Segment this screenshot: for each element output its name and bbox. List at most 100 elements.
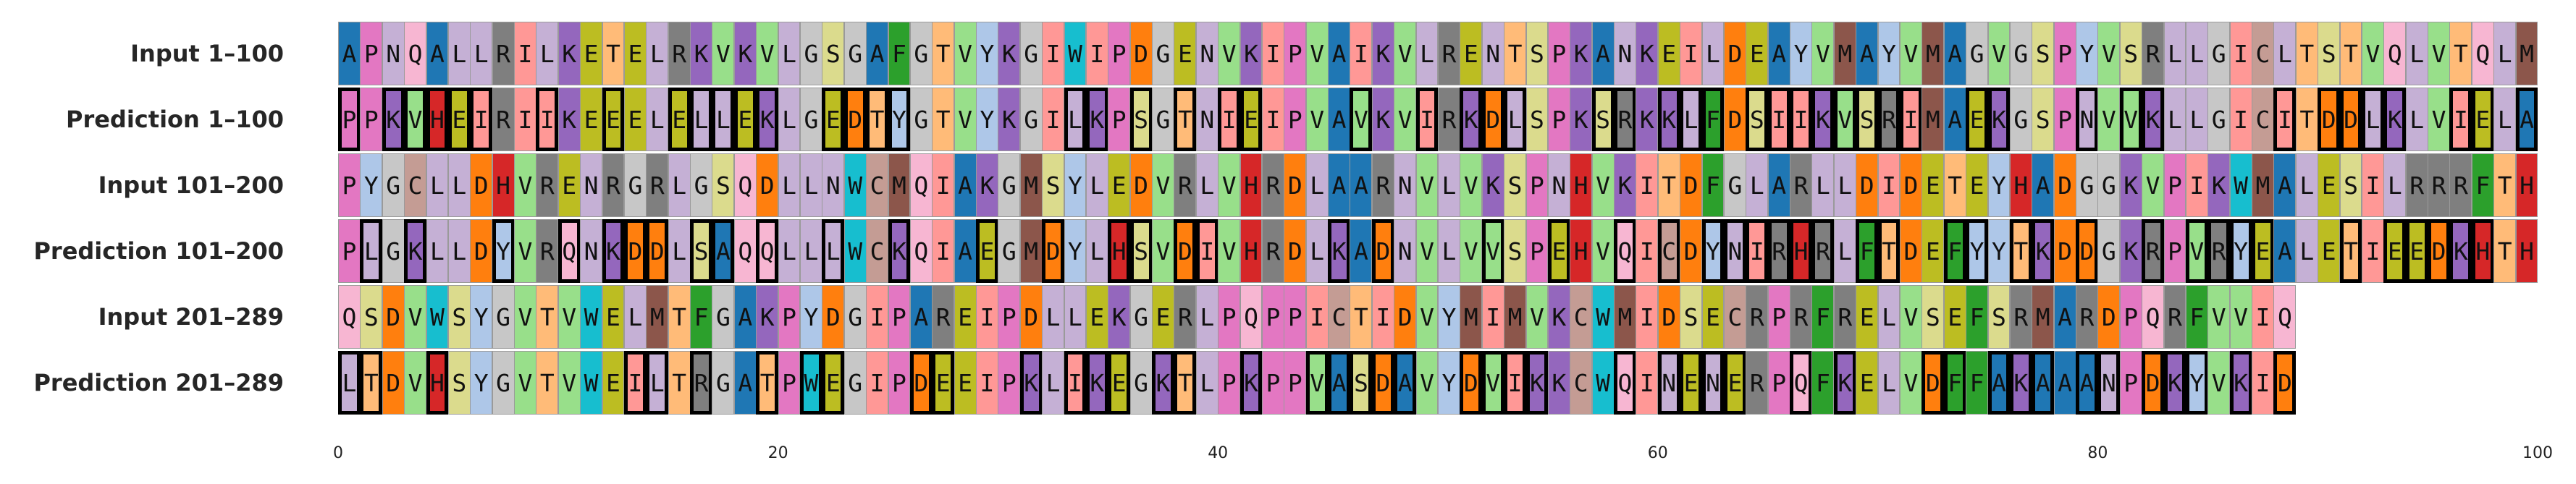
residue-cell: L <box>1811 153 1835 217</box>
residue-cell: S <box>1856 88 1879 151</box>
residue-cell: K <box>2383 88 2407 151</box>
residue-cell: C <box>2252 88 2274 151</box>
row-label-prediction-101-200: Prediction 101–200 <box>33 237 284 265</box>
residue-cell: V <box>954 88 977 151</box>
residue-cell: E <box>954 351 977 415</box>
residue-cell: Q <box>909 153 933 217</box>
residue-cell: K <box>1547 351 1570 415</box>
residue-cell: E <box>2471 88 2494 151</box>
residue-cell: L <box>470 22 493 85</box>
residue-cell: R <box>1767 219 1790 283</box>
residue-cell: V <box>1899 285 1922 349</box>
residue-cell: D <box>1899 219 1922 283</box>
residue-cell: D <box>470 153 493 217</box>
residue-cell: S <box>360 285 383 349</box>
residue-cell: T <box>932 88 955 151</box>
residue-cell: E <box>1701 285 1725 349</box>
residue-cell: S <box>2032 22 2055 85</box>
residue-cell: T <box>1943 153 1966 217</box>
residue-cell: P <box>338 219 361 283</box>
residue-cell: K <box>404 219 426 283</box>
residue-cell: V <box>1987 22 2011 85</box>
residue-cell: I <box>1790 88 1812 151</box>
residue-cell: K <box>998 88 1021 151</box>
residue-cell: D <box>1899 153 1922 217</box>
residue-cell: Q <box>1614 351 1636 415</box>
residue-cell: D <box>909 351 933 415</box>
residue-cell: I <box>2185 153 2208 217</box>
residue-cell: V <box>557 351 581 415</box>
residue-cell: V <box>1481 351 1504 415</box>
residue-cell: T <box>602 22 625 85</box>
residue-cell: I <box>623 351 647 415</box>
residue-cell: P <box>1284 285 1307 349</box>
residue-cell: G <box>843 22 867 85</box>
residue-cell: Y <box>2229 219 2252 283</box>
residue-cell: E <box>1657 22 1680 85</box>
residue-cell: K <box>998 22 1021 85</box>
residue-cell: E <box>557 153 581 217</box>
residue-cell: S <box>1525 88 1549 151</box>
residue-cell: I <box>1371 285 1394 349</box>
residue-cell: K <box>1614 153 1636 217</box>
residue-cell: G <box>2009 22 2032 85</box>
residue-cell: L <box>2295 219 2318 283</box>
residue-cell: V <box>404 351 426 415</box>
residue-cell: D <box>822 285 845 349</box>
residue-cell: D <box>646 219 669 283</box>
residue-cell: L <box>2405 22 2428 85</box>
residue-cell: V <box>712 22 735 85</box>
residue-cell: L <box>778 219 801 283</box>
residue-cell: K <box>557 88 581 151</box>
residue-cell: S <box>1525 22 1549 85</box>
residue-cell: R <box>1811 219 1835 283</box>
residue-cell: K <box>1481 153 1504 217</box>
residue-cell: N <box>580 153 603 217</box>
residue-cell: D <box>1129 153 1153 217</box>
residue-cell: K <box>2142 88 2165 151</box>
residue-cell: Q <box>756 219 779 283</box>
residue-cell: M <box>1922 88 1945 151</box>
residue-cell: P <box>2053 88 2076 151</box>
residue-cell: L <box>2493 88 2517 151</box>
residue-cell: R <box>932 285 955 349</box>
residue-cell: I <box>976 285 998 349</box>
residue-cell: P <box>1525 219 1549 283</box>
residue-cell: E <box>1943 285 1966 349</box>
residue-cell: I <box>2449 88 2472 151</box>
residue-cell: V <box>2428 88 2450 151</box>
residue-cell: T <box>2339 219 2362 283</box>
residue-cell: A <box>1350 153 1373 217</box>
residue-cell: V <box>1591 153 1615 217</box>
residue-cell: P <box>2163 153 2186 217</box>
residue-cell: G <box>2097 219 2121 283</box>
residue-cell: T <box>756 351 779 415</box>
residue-cell: V <box>1460 153 1483 217</box>
residue-cell: K <box>557 22 581 85</box>
residue-cell: L <box>712 88 735 151</box>
residue-cell: N <box>822 153 845 217</box>
residue-cell: K <box>1460 88 1483 151</box>
residue-cell: E <box>602 88 625 151</box>
residue-cell: S <box>1129 219 1153 283</box>
residue-cell: G <box>909 22 933 85</box>
residue-cell: V <box>1415 219 1439 283</box>
residue-cell: E <box>1856 351 1879 415</box>
residue-cell: I <box>1042 88 1065 151</box>
residue-cell: L <box>623 285 647 349</box>
residue-cell: G <box>1019 88 1043 151</box>
residue-cell: E <box>2383 219 2407 283</box>
residue-cell: Q <box>2383 22 2407 85</box>
residue-cell: L <box>1305 219 1329 283</box>
residue-cell: L <box>2405 88 2428 151</box>
residue-cell: V <box>756 22 779 85</box>
residue-cell: I <box>1261 22 1284 85</box>
residue-cell: A <box>2273 219 2297 283</box>
residue-cell: A <box>1591 22 1615 85</box>
residue-cell: E <box>822 88 845 151</box>
residue-cell: W <box>799 351 822 415</box>
residue-cell: L <box>1305 153 1329 217</box>
residue-cell: I <box>2361 153 2384 217</box>
residue-cell: K <box>2207 153 2231 217</box>
residue-cell: K <box>2119 153 2142 217</box>
